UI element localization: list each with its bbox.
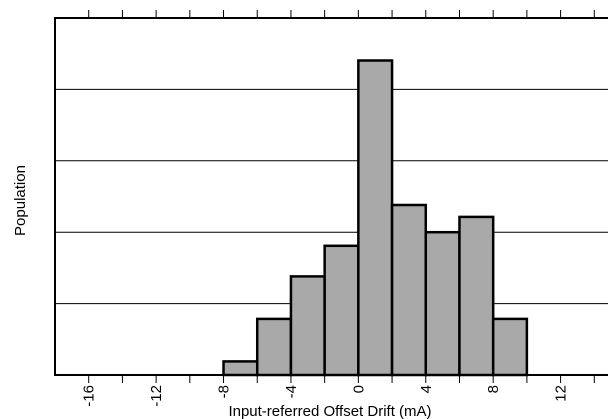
histogram-bar [458,215,495,377]
histogram-bar [390,203,428,377]
x-axis-title: Input-referred Offset Drift (mA) [228,403,431,419]
plot-frame [54,17,608,376]
histogram-bar [255,317,293,377]
histogram-bar [491,317,529,377]
x-ticks [88,10,595,383]
histogram-bar [424,230,461,377]
x-tick-label: 8 [485,385,502,393]
histogram-bar [357,59,394,377]
histogram-bar [222,360,259,377]
x-tick-label: 4 [418,385,435,393]
x-tick-label: -16 [81,385,98,407]
x-tick-label: -4 [283,385,300,398]
x-tick-label: 0 [350,385,367,393]
x-tick-label: -8 [216,385,233,398]
histogram-bar [289,275,326,377]
x-tick-label: 12 [553,385,570,402]
histogram-bars [222,59,529,377]
y-axis-title: Population [12,165,29,236]
x-tick-label: -12 [148,385,165,407]
x-tick-labels: -16-12-8-40481216 [81,385,570,407]
histogram-bar [323,244,360,377]
